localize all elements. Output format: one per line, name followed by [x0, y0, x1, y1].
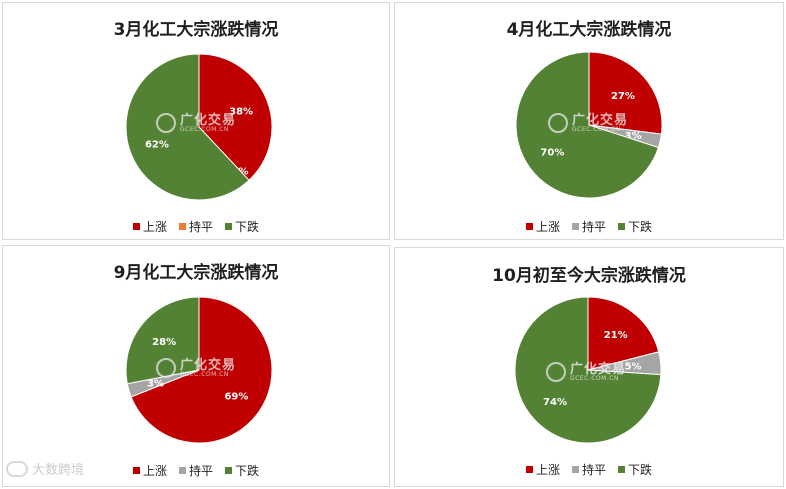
legend-item-0: 上涨: [525, 218, 560, 235]
pie-slice-0: [588, 51, 663, 135]
legend-item-1: 持平: [178, 218, 213, 235]
legend-swatch: [525, 466, 533, 473]
watermark-logo: 广化交易 GCEC.COM.CN: [546, 362, 626, 382]
legend-swatch: [618, 466, 625, 473]
legend-item-2: 下跌: [618, 218, 652, 235]
slice-label-2: 62%: [145, 140, 169, 151]
pie-chart: 38%0%62%: [125, 53, 273, 201]
legend-label: 上涨: [142, 220, 167, 234]
legend-item-1: 持平: [571, 218, 606, 235]
watermark-icon: [548, 113, 568, 133]
legend-swatch: [178, 223, 186, 230]
slice-label-0: 21%: [604, 330, 628, 341]
legend-swatch: [571, 223, 579, 230]
slice-label-2: 70%: [540, 148, 564, 159]
legend-item-1: 持平: [178, 462, 213, 479]
watermark-icon: [156, 113, 176, 133]
watermark-brand: 广化交易: [572, 112, 629, 128]
legend-label: 持平: [581, 463, 606, 477]
slice-label-2: 28%: [152, 337, 176, 348]
watermark-icon: [156, 358, 176, 378]
slice-label-1: 3%: [625, 131, 642, 142]
legend-swatch: [618, 223, 625, 230]
slice-label-2: 74%: [543, 397, 567, 408]
pie-slice-2: [515, 51, 660, 199]
legend-label: 持平: [188, 220, 213, 234]
chart-title: 10月初至今大宗涨跌情况: [492, 266, 686, 286]
pie-slice-0: [198, 53, 273, 181]
chart-title: 4月化工大宗涨跌情况: [506, 20, 672, 40]
pie-slice-2: [125, 53, 250, 201]
watermark-logo: 广化交易 GCEC.COM.CN: [548, 113, 628, 133]
legend-item-0: 上涨: [132, 462, 167, 479]
corner-watermark-text: 大数跨境: [32, 463, 85, 478]
legend-label: 上涨: [535, 220, 560, 234]
pie-slice-0: [130, 296, 273, 444]
watermark-icon: [546, 362, 566, 382]
chart-title: 9月化工大宗涨跌情况: [113, 263, 279, 283]
legend-item-2: 下跌: [618, 461, 652, 478]
slice-label-0: 38%: [229, 106, 253, 117]
legend-item-2: 下跌: [225, 462, 259, 479]
slice-label-1: 3%: [147, 379, 164, 390]
pie-chart: 21% 5% 74%: [514, 296, 662, 444]
pie-slice-2: [514, 296, 662, 444]
pie-chart: 27% 3% 70%: [515, 51, 663, 199]
chart-legend: 上涨 持平 下跌: [3, 218, 389, 235]
slice-label-1: 5%: [625, 362, 642, 373]
legend-swatch: [225, 223, 232, 230]
legend-swatch: [132, 467, 140, 474]
watermark-brand: 广化交易: [570, 361, 627, 377]
legend-label: 持平: [581, 220, 606, 234]
watermark-logo: 广化交易 GCEC.COM.CN: [156, 358, 236, 378]
watermark-brand: 广化交易: [180, 357, 237, 373]
pie-slice-2: [125, 296, 200, 385]
watermark-url: GCEC.COM.CN: [180, 370, 229, 378]
watermark-cloud-icon: [6, 460, 28, 477]
legend-item-1: 持平: [571, 461, 606, 478]
legend-swatch: [132, 223, 140, 230]
watermark-url: GCEC.COM.CN: [570, 374, 619, 382]
chart-title: 3月化工大宗涨跌情况: [113, 20, 279, 40]
chart-legend: 上涨 持平 下跌: [395, 218, 783, 235]
pie-slice-0: [587, 296, 660, 371]
legend-label: 下跌: [628, 220, 653, 234]
legend-label: 上涨: [535, 463, 560, 477]
chart-legend: 上涨 持平 下跌: [3, 462, 389, 479]
pie-chart: 69% 3% 28%: [125, 296, 273, 444]
watermark-url: GCEC.COM.CN: [180, 125, 229, 133]
chart-panel-october: 10月初至今大宗涨跌情况 21% 5% 74% 广化交易 GCEC.COM.CN 上…: [394, 247, 784, 487]
legend-label: 下跌: [235, 464, 260, 478]
watermark-brand: 广化交易: [180, 112, 237, 128]
legend-label: 持平: [188, 464, 213, 478]
chart-legend: 上涨 持平 下跌: [395, 461, 783, 478]
legend-swatch: [571, 466, 579, 473]
legend-swatch: [525, 223, 533, 230]
legend-label: 下跌: [628, 463, 653, 477]
legend-swatch: [225, 467, 232, 474]
corner-watermark: 大数跨境: [6, 459, 84, 478]
watermark-url: GCEC.COM.CN: [572, 125, 621, 133]
slice-label-0: 69%: [224, 391, 248, 402]
chart-panel-march: 3月化工大宗涨跌情况 38%0%62% 广化交易 GCEC.COM.CN 上涨 持…: [2, 2, 390, 240]
legend-swatch: [178, 467, 186, 474]
legend-label: 上涨: [142, 464, 167, 478]
watermark-logo: 广化交易 GCEC.COM.CN: [156, 113, 236, 133]
chart-panel-september: 9月化工大宗涨跌情况 69% 3% 28% 广化交易 GCEC.COM.CN 上涨 持…: [2, 245, 390, 487]
legend-label: 下跌: [235, 220, 260, 234]
chart-panel-april: 4月化工大宗涨跌情况 27% 3% 70% 广化交易 GCEC.COM.CN 上涨 持…: [394, 2, 784, 240]
legend-item-2: 下跌: [225, 218, 259, 235]
slice-label-0: 27%: [611, 91, 635, 102]
legend-item-0: 上涨: [132, 218, 167, 235]
legend-item-0: 上涨: [525, 461, 560, 478]
